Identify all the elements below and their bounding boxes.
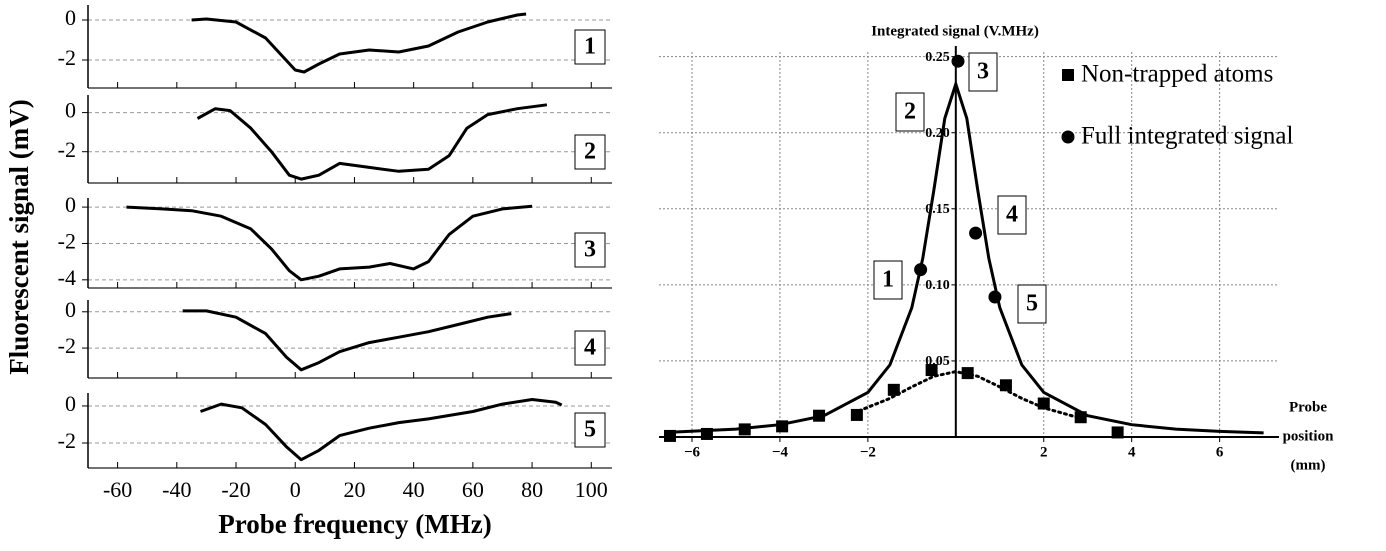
- fit-curve: [669, 79, 1264, 435]
- data-point: [988, 290, 1002, 304]
- y-tick-label: -2: [58, 333, 76, 358]
- signal-line: [199, 398, 563, 462]
- y-tick-label: 0.20: [925, 126, 950, 141]
- panel-label-box: [574, 330, 606, 366]
- panel-label: 4: [584, 335, 596, 361]
- y-tick-label: 0.10: [925, 278, 950, 293]
- y-tick-label: 0: [65, 192, 76, 217]
- data-point: [961, 367, 974, 380]
- legend-marker: [1061, 130, 1075, 144]
- y-tick-label: 0: [65, 297, 76, 322]
- data-point: [1074, 411, 1087, 424]
- y-tick-label: -4: [58, 265, 76, 290]
- y-tick-label: -2: [58, 428, 76, 453]
- x-axis-label: position: [1283, 428, 1335, 444]
- annotation-box: [968, 52, 998, 92]
- x-tick-label: −6: [684, 444, 701, 460]
- y-tick-label: -2: [58, 137, 76, 162]
- panel-label-box: [574, 232, 606, 268]
- data-point: [887, 383, 900, 396]
- x-tick-label: -60: [103, 477, 132, 502]
- x-axis-label: (mm): [1291, 457, 1326, 473]
- data-point: [914, 263, 928, 277]
- data-point: [925, 364, 938, 377]
- x-tick-label: 80: [521, 477, 543, 502]
- annotation-box: [1017, 284, 1047, 324]
- data-point: [663, 429, 676, 442]
- annotation-box: [873, 260, 903, 300]
- annotation: 2: [904, 99, 916, 125]
- data-point: [850, 408, 863, 421]
- signal-line: [182, 309, 512, 372]
- panel-label: 2: [584, 139, 596, 165]
- panel-label-box: [574, 412, 606, 448]
- annotation-box: [895, 92, 925, 132]
- data-point: [969, 226, 983, 240]
- data-point: [1111, 426, 1124, 439]
- y-tick-label: 0: [65, 5, 76, 30]
- signal-line: [191, 12, 527, 74]
- y-axis-label: Fluorescent signal (mV): [4, 99, 34, 374]
- data-point: [1037, 397, 1050, 410]
- x-tick-label: 100: [575, 477, 608, 502]
- data-point: [951, 54, 965, 68]
- legend-label: Full integrated signal: [1081, 123, 1294, 150]
- panel-label-box: [574, 134, 606, 170]
- x-tick-label: 6: [1216, 444, 1224, 460]
- y-tick-label: -2: [58, 45, 76, 70]
- annotation: 5: [1026, 291, 1038, 317]
- x-tick-label: −4: [772, 444, 789, 460]
- panel-label-box: [574, 29, 606, 65]
- x-tick-label: 20: [343, 477, 365, 502]
- panel-label: 3: [584, 237, 596, 263]
- x-tick-label: 2: [1040, 444, 1048, 460]
- annotation: 3: [977, 59, 989, 85]
- y-tick-label: 0.25: [925, 50, 950, 65]
- data-point: [999, 379, 1012, 392]
- signal-line: [126, 204, 533, 282]
- data-point: [813, 409, 826, 422]
- annotation: 1: [882, 267, 894, 293]
- legend-label: Non-trapped atoms: [1081, 61, 1273, 88]
- x-tick-label: 40: [403, 477, 425, 502]
- x-axis-label: Probe frequency (MHz): [218, 509, 491, 539]
- y-tick-label: -2: [58, 229, 76, 254]
- x-tick-label: −2: [860, 444, 876, 460]
- x-tick-label: -40: [162, 477, 191, 502]
- chart-title: Integrated signal (V.MHz): [871, 23, 1039, 39]
- data-point: [738, 423, 751, 436]
- x-tick-label: 4: [1128, 444, 1136, 460]
- legend-marker: [1062, 69, 1074, 81]
- panel-label: 1: [584, 34, 596, 60]
- x-tick-label: 0: [290, 477, 301, 502]
- data-point: [776, 420, 789, 433]
- y-tick-label: 0: [65, 98, 76, 123]
- panel-label: 5: [584, 417, 596, 443]
- x-tick-label: -20: [221, 477, 250, 502]
- annotation: 4: [1006, 202, 1018, 228]
- y-tick-label: 0: [65, 391, 76, 416]
- x-tick-label: 60: [462, 477, 484, 502]
- data-point: [700, 427, 713, 440]
- x-axis-label: Probe: [1289, 399, 1327, 415]
- signal-line: [196, 103, 548, 181]
- annotation-box: [997, 195, 1027, 235]
